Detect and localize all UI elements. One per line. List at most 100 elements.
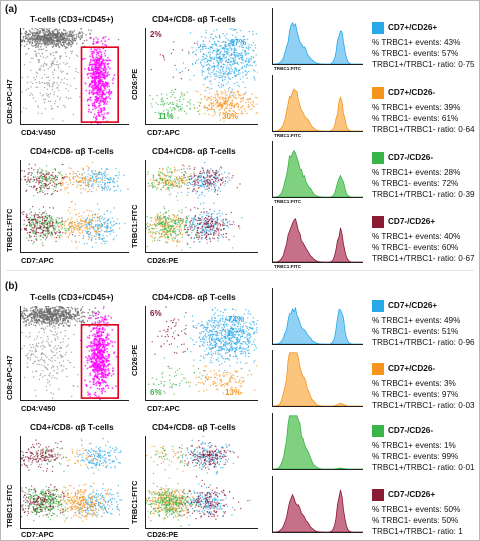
legend-stats: % TRBC1+ events: 50% % TRBC1- events: 50… <box>372 504 463 538</box>
quad-pct-bottom-left: 6% <box>150 388 162 397</box>
legend-swatch <box>372 425 384 437</box>
trbc-cd26-title: CD4+/CD8- αβ T-cells <box>152 422 236 432</box>
event-cloud <box>182 164 241 196</box>
quad-dot-plot <box>145 306 258 401</box>
trbc-cd26-dot-plot <box>145 436 258 529</box>
event-cloud <box>75 168 129 194</box>
legend-pos: % TRBC1+ events: 1% <box>372 441 456 450</box>
legend-swatch <box>372 216 384 228</box>
event-cloud <box>21 439 69 472</box>
event-cloud <box>150 445 197 475</box>
event-cloud <box>146 482 201 527</box>
histogram-curve <box>273 88 363 131</box>
legend-neg: % TRBC1- events: 99% <box>372 452 459 462</box>
event-cloud <box>21 163 66 196</box>
trbc-cd26-x-label: CD26:PE <box>147 530 179 539</box>
legend-neg: % TRBC1- events: 57% <box>372 49 459 59</box>
trbc-cd7-title: CD4+/CD8- αβ T-cells <box>30 422 114 432</box>
event-cloud <box>53 200 119 249</box>
quad-y-label: CD26:PE <box>130 68 139 100</box>
histogram-curve <box>273 21 363 64</box>
histogram-curve <box>273 306 363 344</box>
quad-pct-top-left: 2% <box>150 30 162 39</box>
gate-plot-title: T-cells (CD3+/CD45+) <box>30 14 114 24</box>
legend-stats: % TRBC1+ events: 28% % TRBC1- events: 72… <box>372 167 475 201</box>
trbc-cd26-y-label: TRBC1:FITC <box>130 480 139 524</box>
histogram-x-label: TRBC1:FITC <box>274 66 302 71</box>
event-cloud <box>70 203 126 248</box>
legend-swatch <box>372 87 384 99</box>
legend-ratio: TRBC1+/TRBC1- ratio: 0·96 <box>372 338 475 348</box>
quad-pct-bottom-right: 13% <box>225 388 242 397</box>
quad-plot-title: CD4+/CD8- αβ T-cells <box>152 14 236 24</box>
trbc-cd7-x-label: CD7:APC <box>21 256 54 265</box>
histogram-curve <box>273 149 363 197</box>
event-cloud <box>150 41 202 80</box>
legend-ratio: TRBC1+/TRBC1- ratio: 1 <box>372 527 463 537</box>
trbc-cd26-dot-plot <box>145 160 258 253</box>
histogram-curve <box>273 489 363 532</box>
histogram-cd7neg-cd26pos <box>272 476 363 533</box>
histogram-cd7pos-cd26neg <box>272 75 363 132</box>
legend-ratio: TRBC1+/TRBC1- ratio: 0·01 <box>372 463 475 473</box>
event-cloud <box>21 308 92 399</box>
event-cloud <box>151 306 201 368</box>
quad-pct-bottom-left: 11% <box>158 112 174 121</box>
event-cloud <box>21 208 71 245</box>
legend-swatch <box>372 300 384 312</box>
gate-x-label: CD4:V450 <box>21 404 56 413</box>
legend-title: CD7-/CD26+ <box>388 217 436 226</box>
event-cloud <box>46 482 110 522</box>
legend-title: CD7+/CD26+ <box>388 23 438 32</box>
event-cloud <box>146 206 198 251</box>
event-cloud <box>174 307 258 379</box>
gate-dot-plot <box>20 306 129 401</box>
event-cloud <box>21 484 65 518</box>
gate-y-label: CD8:APC-H7 <box>5 79 14 124</box>
histogram-curve <box>273 218 363 262</box>
legend-stats: % TRBC1+ events: 1% % TRBC1- events: 99%… <box>372 440 475 474</box>
legend-stats: % TRBC1+ events: 43% % TRBC1- events: 57… <box>372 37 475 71</box>
trbc-cd7-dot-plot <box>20 160 129 253</box>
trbc-cd7-x-label: CD7:APC <box>21 530 54 539</box>
trbc-cd7-y-label: TRBC1:FITC <box>5 208 14 252</box>
histogram-cd7neg-cd26neg <box>272 141 363 198</box>
gate-x-label: CD4:V450 <box>21 128 56 137</box>
quad-y-label: CD26:PE <box>130 344 139 376</box>
event-cloud <box>180 86 258 123</box>
legend-ratio: TRBC1+/TRBC1- ratio: 0·39 <box>372 190 475 200</box>
quad-dot-plot <box>145 28 258 125</box>
histogram-x-label: TRBC1:FITC <box>274 264 302 269</box>
panel-separator <box>6 270 474 271</box>
quad-x-label: CD7:APC <box>147 128 180 137</box>
gate-rectangle <box>80 323 120 399</box>
legend-neg: % TRBC1- events: 72% <box>372 179 459 189</box>
trbc-cd26-y-label: TRBC1:FITC <box>130 204 139 248</box>
legend-ratio: TRBC1+/TRBC1- ratio: 0·75 <box>372 60 475 70</box>
event-cloud <box>146 444 187 472</box>
legend-swatch <box>372 152 384 164</box>
legend-neg: % TRBC1- events: 51% <box>372 327 459 337</box>
histogram-cd7neg-cd26neg <box>272 413 363 470</box>
quad-pct-top-right: 74% <box>228 315 245 324</box>
histogram-cd7pos-cd26pos <box>272 288 363 345</box>
event-cloud <box>58 438 105 469</box>
event-cloud <box>21 306 105 330</box>
event-cloud <box>180 475 249 520</box>
gate-dot-plot <box>20 28 129 125</box>
legend-pos: % TRBC1+ events: 3% <box>372 379 456 388</box>
event-cloud <box>70 483 123 518</box>
trbc-cd7-dot-plot <box>20 436 129 529</box>
legend-stats: % TRBC1+ events: 49% % TRBC1- events: 51… <box>372 315 475 349</box>
event-cloud <box>147 166 193 197</box>
legend-ratio: TRBC1+/TRBC1- ratio: 0·67 <box>372 254 475 264</box>
legend-swatch <box>372 22 384 34</box>
event-cloud <box>76 437 122 475</box>
gate-y-label: CD8:APC-H7 <box>5 355 14 400</box>
event-cloud <box>176 28 258 105</box>
legend-neg: % TRBC1- events: 97% <box>372 390 459 400</box>
legend-ratio: TRBC1+/TRBC1- ratio: 0·64 <box>372 125 475 135</box>
quad-pct-bottom-right: 30% <box>222 112 239 121</box>
event-cloud <box>21 205 74 247</box>
legend-title: CD7-/CD26- <box>388 426 434 435</box>
